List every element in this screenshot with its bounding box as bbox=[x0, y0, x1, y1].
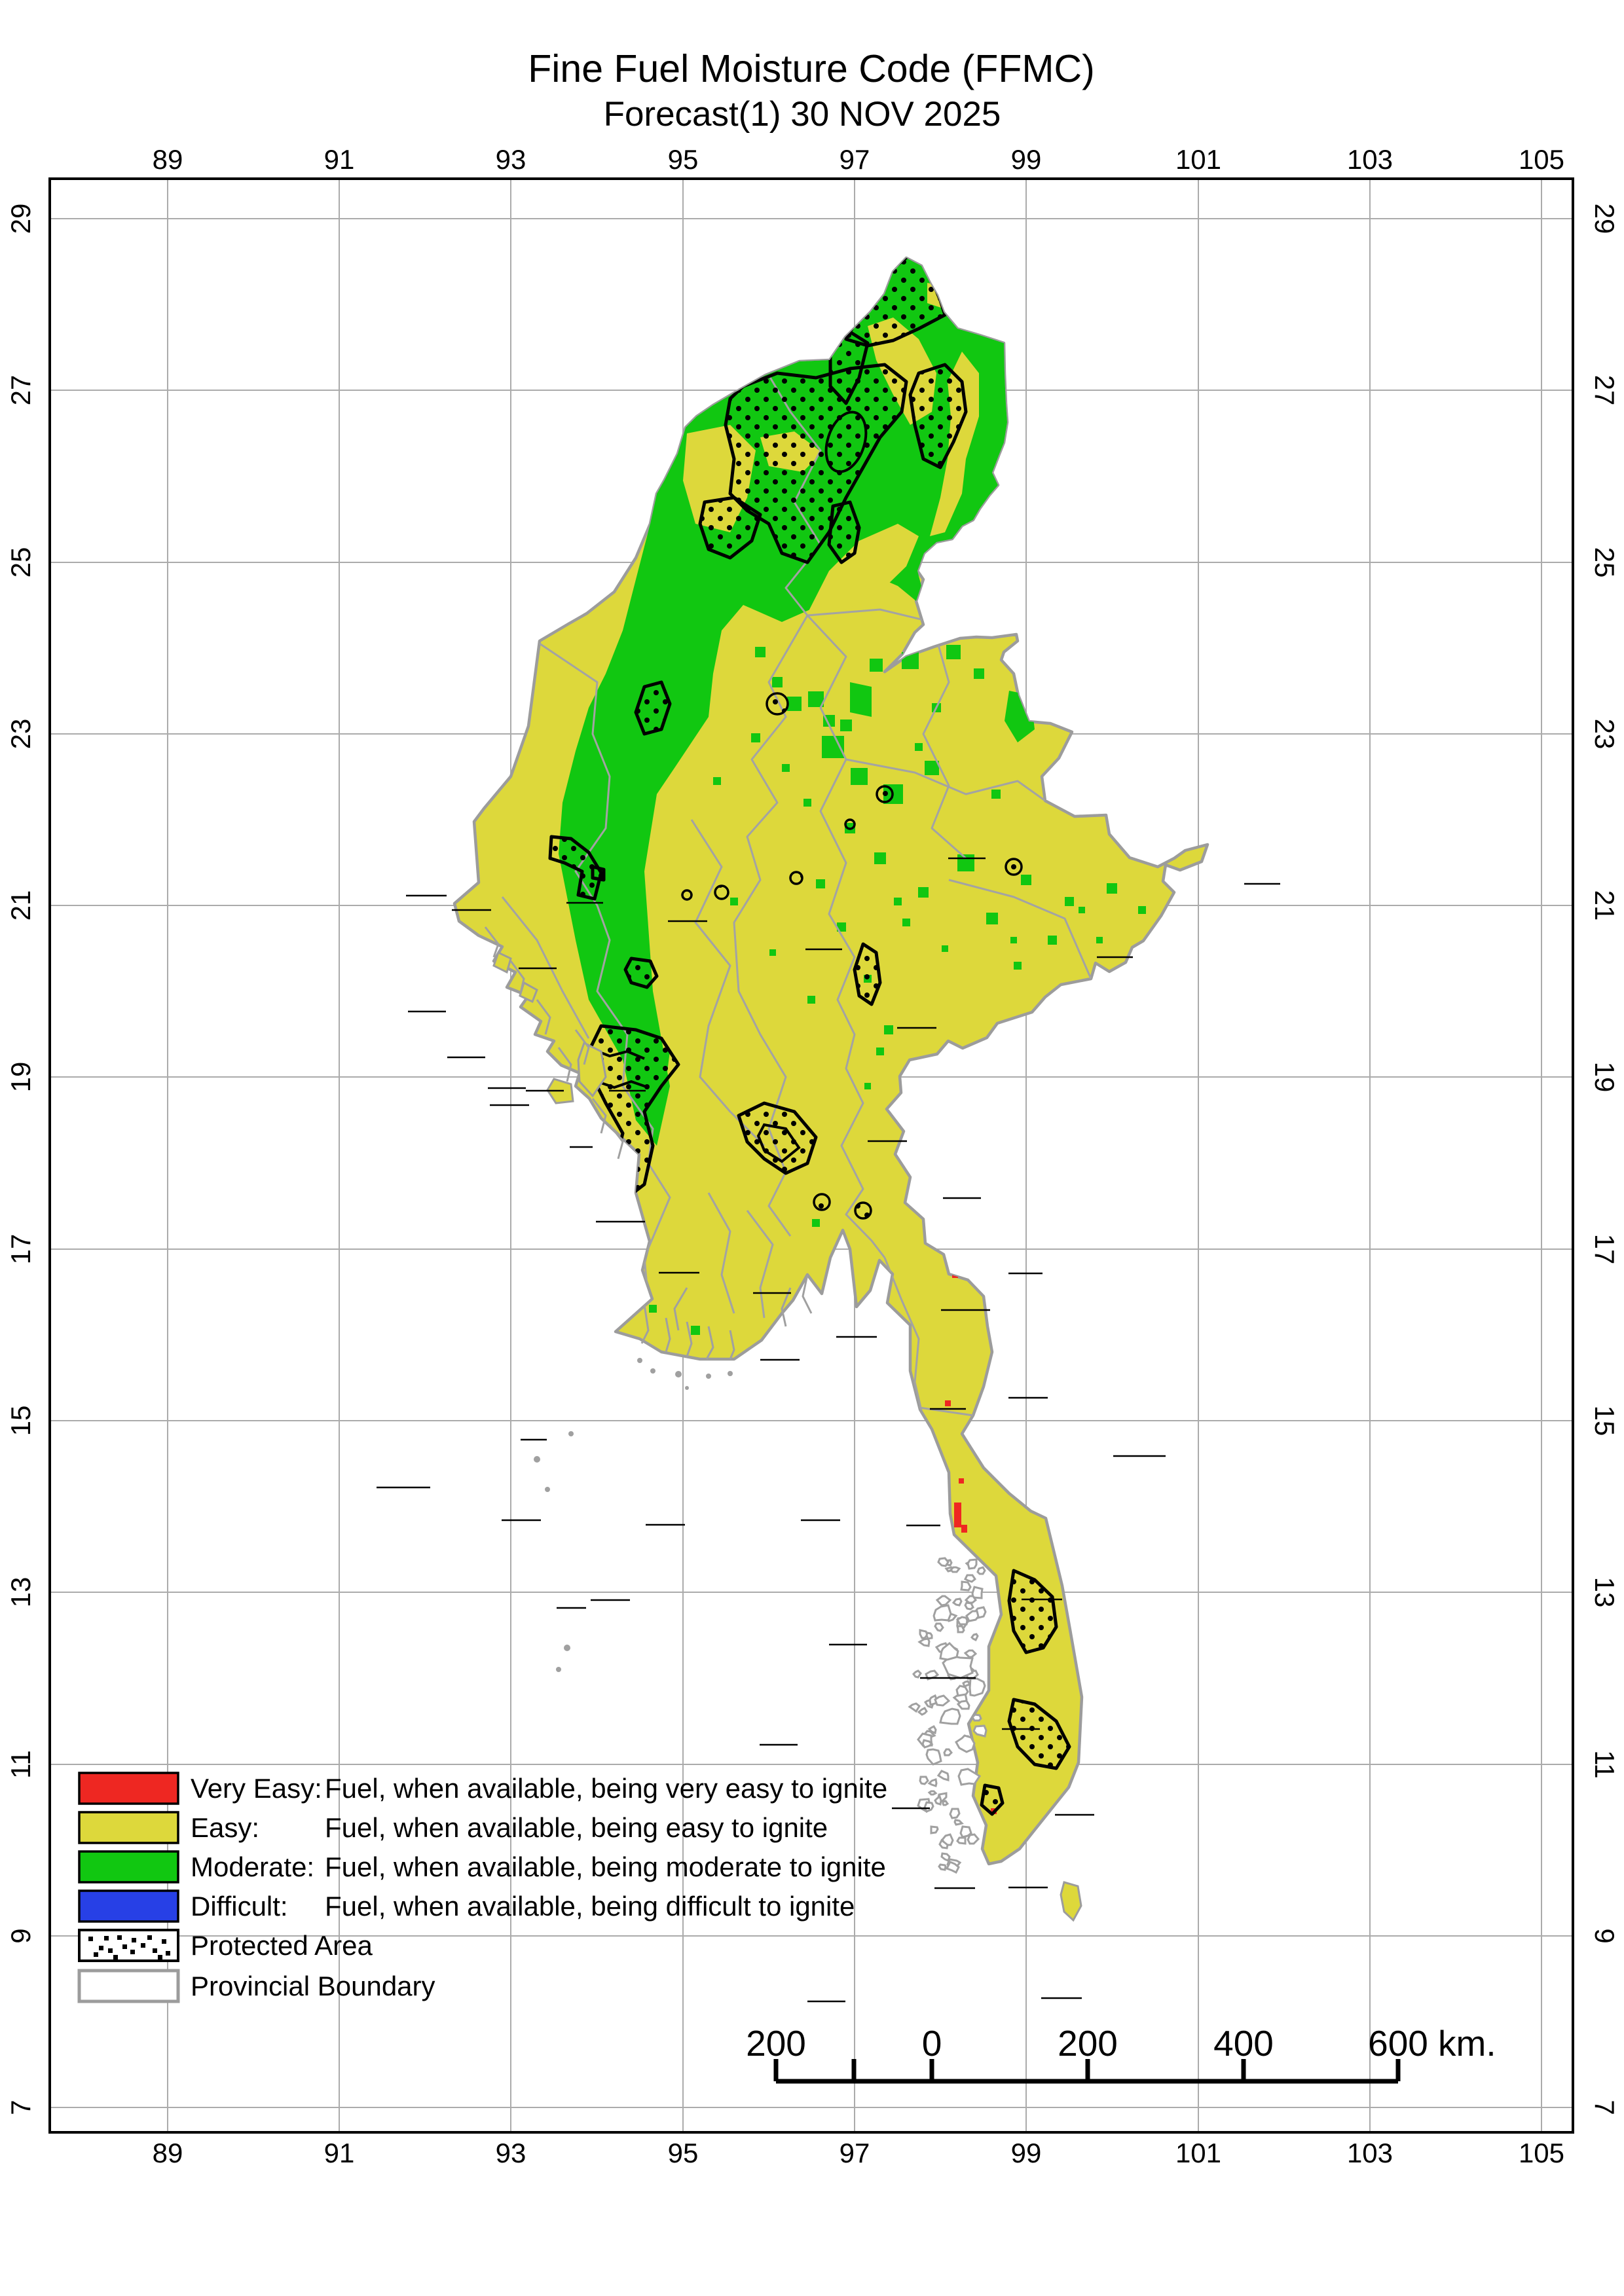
svg-text:21: 21 bbox=[1589, 890, 1620, 921]
svg-text:11: 11 bbox=[5, 1750, 36, 1779]
svg-text:Difficult:: Difficult: bbox=[191, 1891, 288, 1922]
svg-text:Fuel, when available, being mo: Fuel, when available, being moderate to … bbox=[325, 1851, 886, 1882]
svg-text:91: 91 bbox=[324, 144, 355, 175]
svg-text:Moderate:: Moderate: bbox=[191, 1851, 314, 1882]
svg-text:Protected Area: Protected Area bbox=[191, 1930, 373, 1961]
svg-text:Fuel, when available, being di: Fuel, when available, being difficult to… bbox=[325, 1891, 855, 1922]
svg-text:95: 95 bbox=[668, 144, 699, 175]
svg-text:101: 101 bbox=[1175, 144, 1221, 175]
svg-text:17: 17 bbox=[1589, 1234, 1620, 1265]
svg-text:13: 13 bbox=[5, 1577, 36, 1608]
svg-text:93: 93 bbox=[496, 144, 526, 175]
svg-text:101: 101 bbox=[1175, 2138, 1221, 2168]
svg-text:17: 17 bbox=[5, 1234, 36, 1265]
svg-text:89: 89 bbox=[153, 2138, 183, 2168]
svg-text:19: 19 bbox=[5, 1062, 36, 1093]
svg-text:200: 200 bbox=[746, 2023, 806, 2064]
svg-text:27: 27 bbox=[1589, 375, 1620, 406]
svg-text:29: 29 bbox=[5, 204, 36, 234]
svg-text:7: 7 bbox=[5, 2100, 36, 2115]
svg-text:Fine Fuel Moisture Code (FFMC): Fine Fuel Moisture Code (FFMC) bbox=[528, 47, 1095, 90]
svg-text:9: 9 bbox=[1589, 1928, 1620, 1943]
svg-text:27: 27 bbox=[5, 375, 36, 406]
svg-text:200: 200 bbox=[1058, 2023, 1118, 2064]
svg-text:600: 600 bbox=[1368, 2023, 1428, 2064]
svg-text:93: 93 bbox=[496, 2138, 526, 2168]
svg-text:89: 89 bbox=[153, 144, 183, 175]
svg-text:103: 103 bbox=[1347, 144, 1393, 175]
svg-text:23: 23 bbox=[5, 719, 36, 750]
svg-text:105: 105 bbox=[1519, 144, 1564, 175]
svg-text:Easy:: Easy: bbox=[191, 1812, 259, 1843]
svg-text:23: 23 bbox=[1589, 719, 1620, 750]
svg-text:95: 95 bbox=[668, 2138, 699, 2168]
svg-text:km.: km. bbox=[1438, 2023, 1496, 2064]
svg-text:25: 25 bbox=[5, 547, 36, 578]
svg-text:Provincial Boundary: Provincial Boundary bbox=[191, 1971, 435, 2001]
svg-text:29: 29 bbox=[1589, 204, 1620, 234]
svg-text:99: 99 bbox=[1011, 144, 1042, 175]
svg-text:0: 0 bbox=[922, 2023, 942, 2064]
svg-text:9: 9 bbox=[5, 1928, 36, 1943]
svg-text:103: 103 bbox=[1347, 2138, 1393, 2168]
svg-text:25: 25 bbox=[1589, 547, 1620, 578]
svg-text:Very Easy:: Very Easy: bbox=[191, 1773, 322, 1804]
svg-text:97: 97 bbox=[840, 144, 870, 175]
svg-text:97: 97 bbox=[840, 2138, 870, 2168]
svg-text:400: 400 bbox=[1213, 2023, 1274, 2064]
svg-text:Fuel, when available, being ve: Fuel, when available, being very easy to… bbox=[325, 1773, 887, 1804]
svg-text:13: 13 bbox=[1589, 1577, 1620, 1608]
svg-text:15: 15 bbox=[5, 1406, 36, 1436]
svg-text:99: 99 bbox=[1011, 2138, 1042, 2168]
svg-text:11: 11 bbox=[1589, 1750, 1620, 1779]
svg-text:21: 21 bbox=[5, 890, 36, 921]
svg-text:19: 19 bbox=[1589, 1062, 1620, 1093]
svg-text:15: 15 bbox=[1589, 1406, 1620, 1436]
svg-text:7: 7 bbox=[1589, 2100, 1620, 2115]
svg-text:Forecast(1) 30 NOV 2025: Forecast(1) 30 NOV 2025 bbox=[604, 95, 1001, 134]
svg-text:Fuel, when available, being ea: Fuel, when available, being easy to igni… bbox=[325, 1812, 828, 1843]
svg-text:105: 105 bbox=[1519, 2138, 1564, 2168]
svg-text:91: 91 bbox=[324, 2138, 355, 2168]
